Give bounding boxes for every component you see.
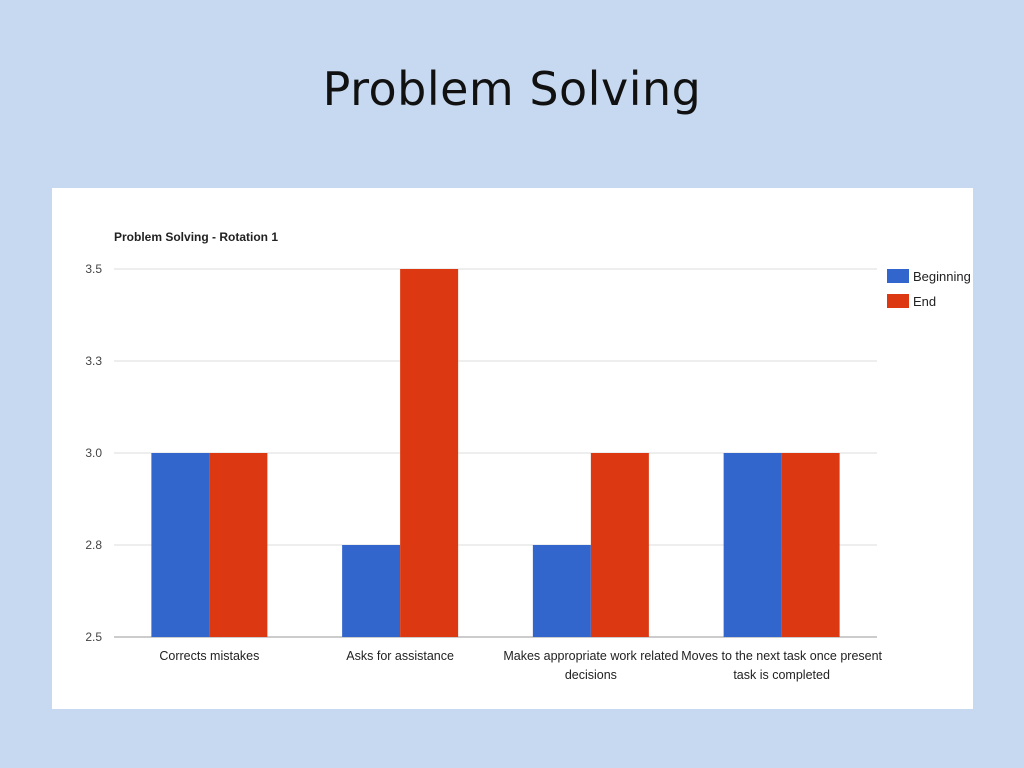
x-category-label: Corrects mistakes (159, 649, 259, 663)
chart-title: Problem Solving - Rotation 1 (114, 230, 278, 244)
bar-beginning (723, 453, 782, 637)
bar-end (590, 453, 649, 637)
bar-beginning (532, 545, 591, 637)
x-category-label: Moves to the next task once present (681, 649, 882, 663)
bar-beginning (342, 545, 401, 637)
legend: Beginning End (887, 269, 971, 309)
legend-swatch (887, 269, 909, 283)
y-tick-label: 3.3 (85, 354, 102, 368)
legend-label: Beginning (913, 269, 971, 284)
y-axis-ticks: 2.5 2.8 3.0 3.3 3.5 (85, 262, 102, 644)
slide-title: Problem Solving (322, 62, 702, 116)
y-tick-label: 2.5 (85, 630, 102, 644)
bar-chart: Problem Solving - Rotation 1 2.5 2.8 3.0 3.… (85, 230, 971, 682)
bar-end (781, 453, 840, 637)
x-category-label: Asks for assistance (346, 649, 454, 663)
bar-end (400, 269, 459, 637)
bar-beginning (151, 453, 210, 637)
x-axis-categories: Corrects mistakes Asks for assistance Make… (159, 649, 882, 682)
y-tick-label: 2.8 (85, 538, 102, 552)
legend-swatch (887, 294, 909, 308)
x-category-label: task is completed (733, 668, 830, 682)
y-tick-label: 3.0 (85, 446, 102, 460)
y-tick-label: 3.5 (85, 262, 102, 276)
x-category-label: decisions (565, 668, 617, 682)
legend-label: End (913, 294, 936, 309)
x-category-label: Makes appropriate work related (503, 649, 678, 663)
bar-end (209, 453, 268, 637)
bars (151, 269, 840, 637)
chart-panel: Problem Solving - Rotation 1 2.5 2.8 3.0 3.… (52, 188, 973, 709)
